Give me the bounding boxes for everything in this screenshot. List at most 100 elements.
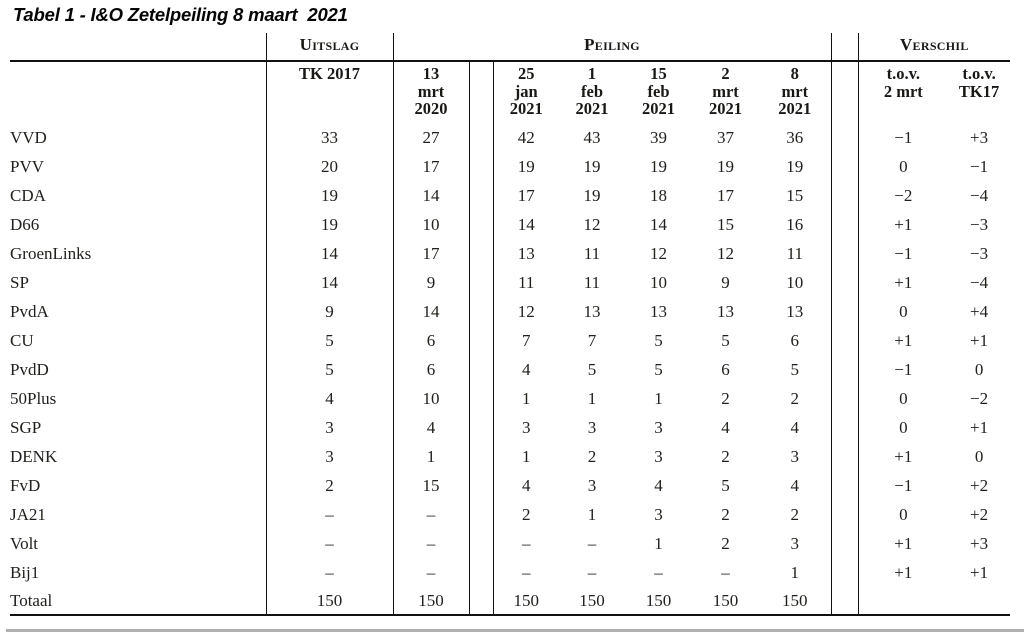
group-header-empty <box>10 33 266 62</box>
cell-8mrt2021: 1 <box>759 558 832 587</box>
cell-tov-2mrt: +1 <box>894 446 913 466</box>
party-name: Volt <box>10 533 39 553</box>
cell-1feb2021: 11 <box>583 243 601 263</box>
cell-13mrt2020: 150 <box>393 587 469 616</box>
spacer-cell <box>468 442 494 471</box>
cell-13mrt2020: 10 <box>422 214 440 234</box>
cell-13mrt2020: – <box>426 533 436 553</box>
cell-25jan2021: 150 <box>493 587 559 616</box>
cell-13mrt2020: 15 <box>422 475 440 495</box>
cell-tov-2mrt: +1 <box>894 330 913 350</box>
cell-tov-tk17 <box>948 587 1011 616</box>
cell-tov-2mrt: 0 <box>899 156 908 176</box>
cell-tov-2mrt: +1 <box>894 214 913 234</box>
cell-tov-tk17: −2 <box>970 388 989 408</box>
party-name: FvD <box>10 475 41 495</box>
spacer-cell <box>830 181 859 210</box>
spacer-cell <box>468 239 494 268</box>
cell-15feb2021: 18 <box>650 185 667 205</box>
spacer-cell <box>830 529 859 558</box>
cell-2mrt2021: 13 <box>717 301 734 321</box>
cell-tov-tk17: 0 <box>974 446 984 466</box>
party-name: Bij1 <box>10 562 40 582</box>
cell-13mrt2020: 10 <box>422 388 440 408</box>
cell-13mrt2020: 4 <box>426 417 436 437</box>
table-row: JA21 – – 2 1 3 2 2 0 +2 <box>10 500 1010 529</box>
cell-2mrt2021: 19 <box>717 156 734 176</box>
cell-13mrt2020: 17 <box>422 156 440 176</box>
cell-tov-tk17: +1 <box>970 562 989 582</box>
cell-tov-2mrt: 0 <box>899 504 908 524</box>
cell-2mrt2021: 150 <box>692 587 759 616</box>
group-header-row: Uitslag Peiling Verschil <box>10 33 1011 62</box>
cell-8mrt2021: 2 <box>759 384 832 413</box>
cell-2mrt2021: 4 <box>721 417 730 437</box>
spacer-cell <box>830 326 859 355</box>
spacer-cell <box>830 355 859 384</box>
cell-15feb2021: 150 <box>625 587 692 616</box>
cell-tk2017: – <box>265 558 394 587</box>
party-name: CDA <box>10 185 46 205</box>
party-name: DENK <box>10 446 58 466</box>
page-bottom-border <box>6 629 1024 632</box>
cell-15feb2021: 39 <box>650 127 667 147</box>
cell-25jan2021: 4 <box>522 475 531 495</box>
cell-8mrt2021: 10 <box>759 268 832 297</box>
column-header-row: TK 2017 13 mrt 2020 25 jan 2021 1 feb 20… <box>10 61 1010 123</box>
cell-25jan2021: 12 <box>517 301 535 321</box>
cell-15feb2021: 1 <box>654 533 663 553</box>
cell-25jan2021: 3 <box>522 417 531 437</box>
spacer-cell <box>468 268 494 297</box>
cell-13mrt2020: – <box>426 562 436 582</box>
cell-1feb2021: 43 <box>583 127 601 147</box>
cell-15feb2021: 10 <box>650 272 667 292</box>
cell-tov-2mrt: +1 <box>894 562 913 582</box>
spacer-cell <box>830 152 859 181</box>
cell-2mrt2021: 12 <box>717 243 734 263</box>
cell-tov-2mrt: +1 <box>894 533 913 553</box>
cell-8mrt2021: 4 <box>759 471 832 500</box>
spacer-cell <box>468 297 494 326</box>
cell-2mrt2021: 6 <box>721 359 730 379</box>
spacer-cell <box>830 413 859 442</box>
spacer-cell <box>468 500 494 529</box>
col-header-tov-tk17: t.o.v. TK17 <box>958 64 1000 101</box>
cell-13mrt2020: 6 <box>426 359 436 379</box>
cell-15feb2021: 3 <box>654 504 663 524</box>
party-name: GroenLinks <box>10 243 92 263</box>
col-header-25jan2021: 25 jan 2021 <box>509 64 543 118</box>
party-name: SP <box>10 272 29 292</box>
col-header-8mrt2021: 8 mrt 2021 <box>759 61 832 123</box>
cell-tov-2mrt: −1 <box>894 359 913 379</box>
cell-tk2017: 9 <box>265 297 394 326</box>
cell-2mrt2021: 37 <box>717 127 734 147</box>
group-header-verschil: Verschil <box>858 33 1011 62</box>
cell-tk2017: 3 <box>265 413 394 442</box>
col-header-tk2017: TK 2017 <box>265 61 394 123</box>
cell-tov-tk17: −3 <box>970 214 989 234</box>
cell-tk2017: 33 <box>265 123 394 152</box>
cell-25jan2021: 4 <box>522 359 531 379</box>
cell-1feb2021: – <box>587 562 597 582</box>
cell-tk2017: – <box>265 500 394 529</box>
cell-1feb2021: 1 <box>587 504 597 524</box>
cell-1feb2021: 2 <box>587 446 597 466</box>
cell-25jan2021: 17 <box>517 185 535 205</box>
cell-tk2017: 4 <box>265 384 394 413</box>
party-name: PVV <box>10 156 45 176</box>
cell-2mrt2021: 9 <box>721 272 730 292</box>
table-row: GroenLinks 14 17 13 11 12 12 11 −1 −3 <box>10 239 1010 268</box>
party-name: CU <box>10 330 34 350</box>
spacer-cell <box>830 61 859 123</box>
spacer-cell <box>468 471 494 500</box>
cell-8mrt2021: 6 <box>759 326 832 355</box>
cell-25jan2021: 14 <box>517 214 535 234</box>
cell-8mrt2021: 13 <box>759 297 832 326</box>
cell-tov-tk17: −4 <box>970 272 989 292</box>
spacer-cell <box>830 558 859 587</box>
cell-2mrt2021: 2 <box>721 504 730 524</box>
cell-tk2017: 2 <box>265 471 394 500</box>
cell-2mrt2021: 5 <box>721 330 730 350</box>
cell-8mrt2021: 2 <box>759 500 832 529</box>
table-title: Tabel 1 - I&O Zetelpeiling 8 maart 2021 <box>13 4 348 25</box>
